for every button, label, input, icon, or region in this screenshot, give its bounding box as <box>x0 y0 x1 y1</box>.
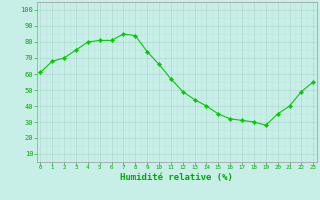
X-axis label: Humidité relative (%): Humidité relative (%) <box>120 173 233 182</box>
